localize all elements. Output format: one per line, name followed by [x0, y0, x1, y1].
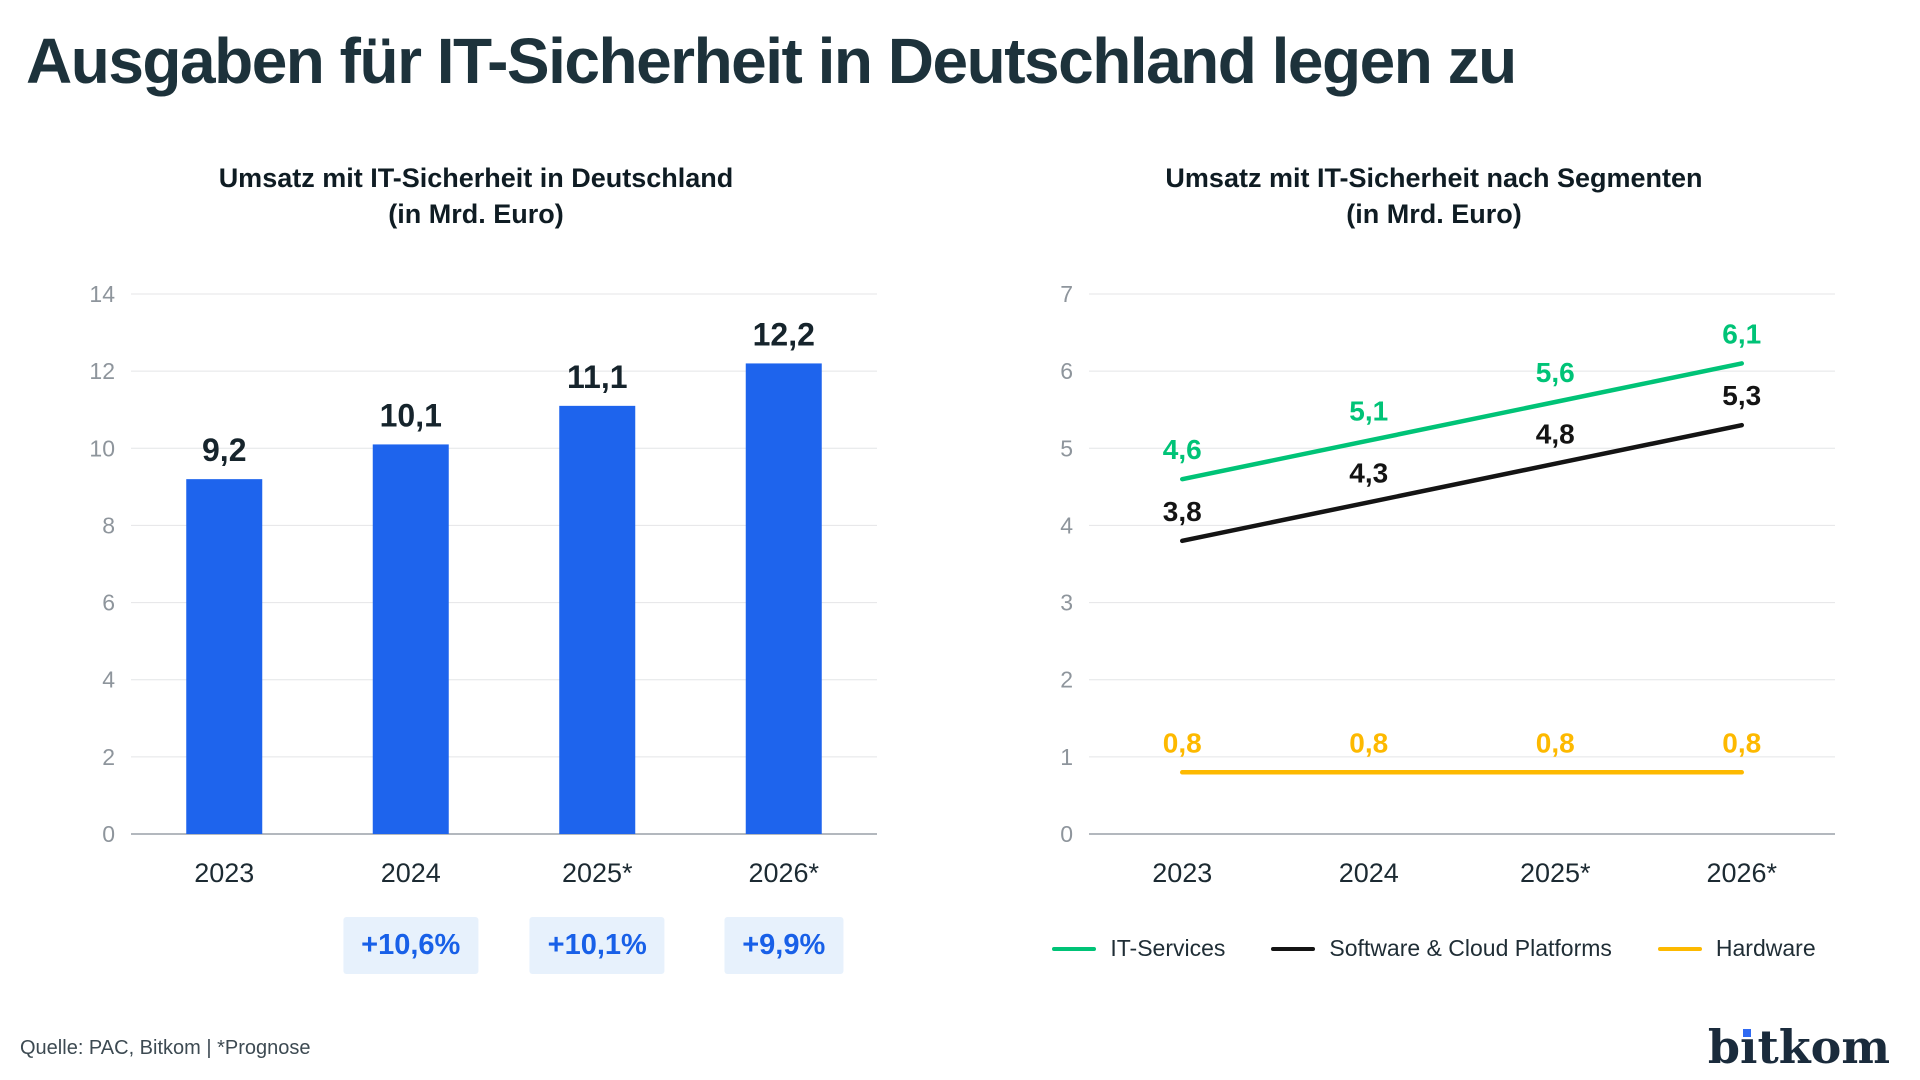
x-tick-label: 2023: [194, 858, 254, 888]
bitkom-logo: bı tkom: [1708, 1024, 1890, 1070]
charts-row: Umsatz mit IT-Sicherheit in Deutschland …: [0, 160, 1920, 981]
bar-chart-title-line2: (in Mrd. Euro): [388, 199, 564, 230]
bar: [559, 405, 636, 834]
y-tick-label: 4: [1060, 512, 1073, 538]
legend-label: Hardware: [1715, 935, 1816, 961]
line-chart-title-line1: Umsatz mit IT-Sicherheit nach Segmenten: [1165, 163, 1703, 193]
bar-value-label: 12,2: [753, 316, 815, 352]
legend-label: Software & Cloud Platforms: [1329, 935, 1612, 961]
chart-legend: IT-Services Software & Cloud Platforms Har…: [1019, 935, 1849, 962]
point-value-label: 5,3: [1722, 380, 1761, 411]
line-chart-panel: Umsatz mit IT-Sicherheit nach Segmenten …: [994, 160, 1874, 981]
x-tick-label: 2024: [381, 858, 441, 888]
line-chart-title-line2: (in Mrd. Euro): [1346, 199, 1522, 230]
bar: [745, 363, 822, 834]
x-tick-label: 2026*: [748, 858, 819, 888]
bitkom-logo-i: ı: [1740, 1024, 1757, 1070]
growth-badge: +10,1%: [529, 917, 665, 974]
bar-value-label: 10,1: [380, 397, 442, 433]
legend-line-swatch-icon: [1657, 946, 1702, 951]
point-value-label: 4,6: [1163, 434, 1202, 465]
x-tick-label: 2023: [1152, 858, 1212, 888]
bitkom-logo-pre: b: [1707, 1020, 1741, 1074]
y-tick-label: 4: [102, 667, 115, 693]
y-tick-label: 5: [1060, 435, 1073, 461]
legend-item: Software & Cloud Platforms: [1271, 935, 1612, 962]
y-tick-label: 14: [89, 281, 115, 307]
y-tick-label: 12: [89, 358, 115, 384]
point-value-label: 3,8: [1163, 496, 1202, 527]
bar-chart: 0 2 4 6 8 10 12 14 9,2 2023 10,1 2024 11,1 2025* 12,2 2…: [89, 281, 877, 888]
bar: [186, 479, 263, 834]
y-tick-label: 2: [1060, 667, 1073, 693]
y-tick-label: 7: [1060, 281, 1073, 307]
y-tick-label: 2: [102, 744, 115, 770]
series-line: [1180, 422, 1744, 544]
series-line: [1180, 361, 1744, 482]
y-tick-label: 0: [1060, 821, 1073, 847]
line-chart-title: Umsatz mit IT-Sicherheit nach Segmenten …: [1165, 160, 1702, 234]
bitkom-logo-post: tkom: [1757, 1020, 1890, 1074]
legend-line-swatch-icon: [1271, 946, 1316, 951]
legend-line-swatch-icon: [1052, 946, 1097, 951]
point-value-label: 0,8: [1163, 727, 1202, 758]
y-tick-label: 6: [1060, 358, 1073, 384]
y-tick-label: 3: [1060, 590, 1073, 616]
point-value-label: 0,8: [1349, 727, 1388, 758]
point-value-label: 5,6: [1536, 357, 1575, 388]
bar-value-label: 11,1: [567, 359, 628, 395]
point-value-label: 5,1: [1349, 396, 1388, 427]
bar-chart-title-line1: Umsatz mit IT-Sicherheit in Deutschland: [218, 163, 734, 193]
point-value-label: 4,3: [1349, 457, 1388, 488]
bar-chart-title: Umsatz mit IT-Sicherheit in Deutschland …: [219, 160, 734, 234]
x-tick-label: 2026*: [1706, 858, 1777, 888]
bar: [372, 444, 449, 834]
legend-item: Hardware: [1657, 935, 1816, 962]
y-tick-label: 8: [102, 512, 115, 538]
y-tick-label: 6: [102, 590, 115, 616]
line-chart: 0 1 2 3 4 5 6 7 2023 2024 2025* 2026* 4,6 5,1 5,6 6,1 3,…: [1060, 281, 1835, 888]
bar-value-label: 9,2: [202, 432, 246, 468]
point-value-label: 6,1: [1722, 318, 1761, 349]
page-title: Ausgaben für IT-Sicherheit in Deutschlan…: [26, 25, 1517, 97]
legend-label: IT-Services: [1110, 935, 1226, 961]
bar-chart-panel: Umsatz mit IT-Sicherheit in Deutschland …: [46, 160, 906, 981]
growth-badge: +10,6%: [343, 917, 479, 974]
source-note: Quelle: PAC, Bitkom | *Prognose: [20, 1037, 311, 1059]
y-tick-label: 10: [89, 435, 115, 461]
y-tick-label: 1: [1060, 744, 1073, 770]
bitkom-logo-dot-icon: [1743, 1029, 1752, 1037]
legend-item: IT-Services: [1052, 935, 1225, 962]
x-tick-label: 2025*: [562, 858, 633, 888]
point-value-label: 0,8: [1722, 727, 1761, 758]
point-value-label: 0,8: [1536, 727, 1575, 758]
y-tick-label: 0: [102, 821, 115, 847]
growth-badges-row: +10,6% +10,1% +9,9%: [61, 917, 891, 981]
point-value-label: 4,8: [1536, 419, 1575, 450]
x-tick-label: 2024: [1339, 858, 1399, 888]
growth-badge: +9,9%: [724, 917, 844, 974]
x-tick-label: 2025*: [1520, 858, 1591, 888]
